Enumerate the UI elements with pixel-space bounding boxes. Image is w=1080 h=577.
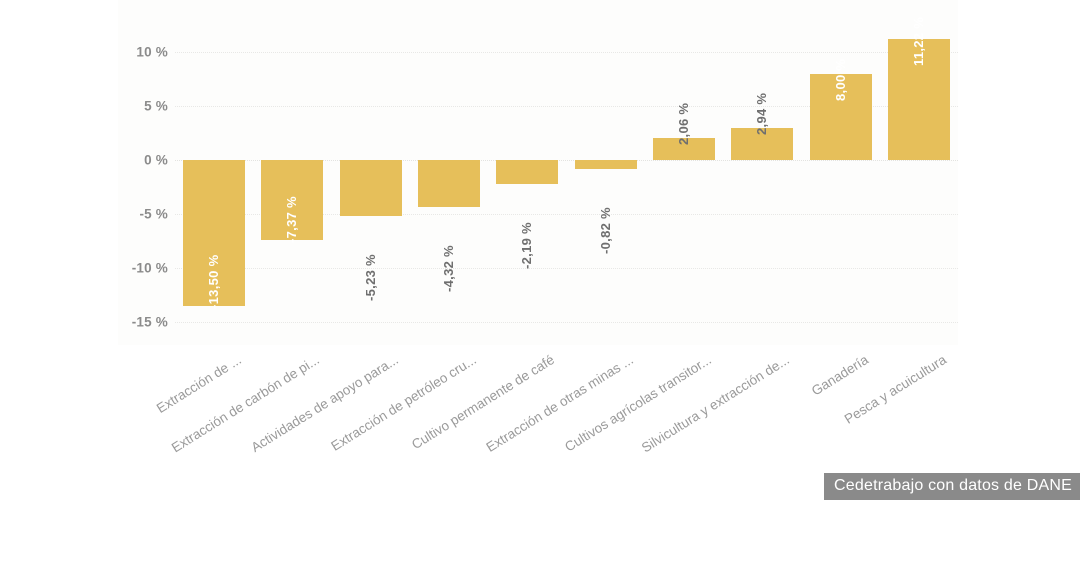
credit-badge: Cedetrabajo con datos de DANE <box>824 472 1080 500</box>
bar[interactable] <box>496 160 559 184</box>
gridline <box>175 160 958 161</box>
bar-chart: 10 % 5 % 0 % -5 % -10 % -15 % -13,50 % -7,37 %… <box>118 0 1080 500</box>
bars-layer: -13,50 % -7,37 % -5,23 % -4,32 % -2,19 % -0,8… <box>175 0 958 345</box>
y-axis: 10 % 5 % 0 % -5 % -10 % -15 % <box>118 0 168 345</box>
bar[interactable] <box>652 137 715 160</box>
bar[interactable] <box>418 160 481 207</box>
bar-value-label: -13,50 % <box>206 254 222 309</box>
bar-value-label: 2,06 % <box>675 102 691 145</box>
gridline <box>175 268 958 269</box>
gridline <box>175 52 958 53</box>
x-axis-category-label: Extracción de carbón de pi... <box>169 352 323 456</box>
y-axis-tick-label: -15 % <box>131 314 168 330</box>
y-axis-tick-label: -5 % <box>139 206 168 222</box>
bar-value-label: 8,00 % <box>832 58 848 101</box>
y-axis-tick-label: 0 % <box>144 152 168 168</box>
y-axis-tick-label: 10 % <box>136 44 168 60</box>
y-axis-tick-label: -10 % <box>131 260 168 276</box>
bar-value-label: -2,19 % <box>519 221 535 269</box>
bar-value-label: -0,82 % <box>597 206 613 254</box>
bar[interactable] <box>731 128 794 160</box>
bar[interactable] <box>339 160 402 217</box>
gridline <box>175 322 958 323</box>
gridline <box>175 106 958 107</box>
bar[interactable] <box>887 38 950 160</box>
gridline <box>175 214 958 215</box>
bar-value-label: -4,32 % <box>441 244 457 292</box>
bar-value-label: -7,37 % <box>284 195 300 243</box>
bar[interactable] <box>261 160 324 240</box>
bar-value-label: 2,94 % <box>754 92 770 136</box>
bar-value-label: -5,23 % <box>362 254 378 302</box>
y-axis-tick-label: 5 % <box>144 98 168 114</box>
bar[interactable] <box>574 160 637 169</box>
bar[interactable] <box>183 160 246 306</box>
bar[interactable] <box>809 73 872 160</box>
bar-value-label: 11,22 % <box>910 16 926 66</box>
